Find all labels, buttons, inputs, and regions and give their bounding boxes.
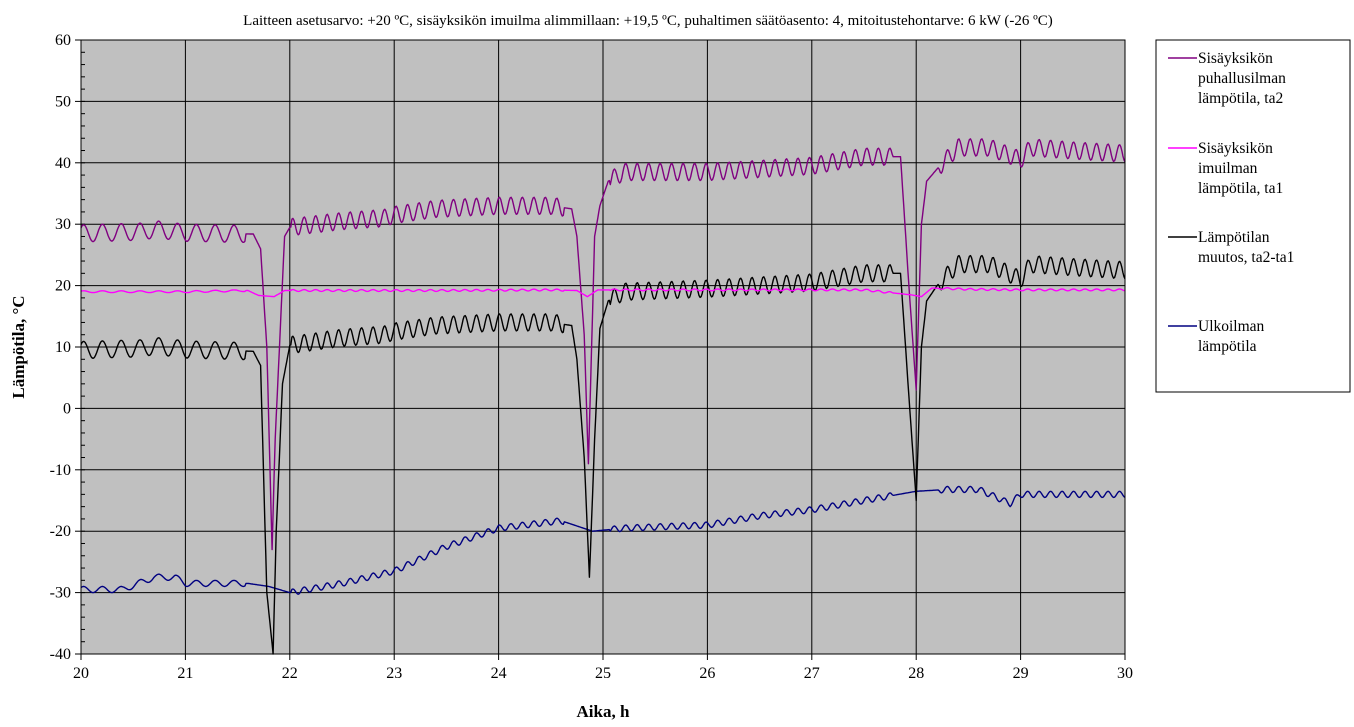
x-tick-label: 20 bbox=[73, 665, 89, 682]
x-tick-label: 22 bbox=[282, 665, 298, 682]
x-axis-label: Aika, h bbox=[577, 702, 630, 721]
y-tick-label: 0 bbox=[63, 400, 71, 417]
chart-title: Laitteen asetusarvo: +20 ºC, sisäyksikön… bbox=[243, 13, 1053, 29]
series-line bbox=[80, 485, 1126, 595]
x-tick-label: 30 bbox=[1117, 665, 1133, 682]
x-tick-label: 24 bbox=[491, 665, 507, 682]
legend-label: puhallusilman bbox=[1198, 70, 1286, 87]
y-tick-label: -40 bbox=[50, 646, 71, 663]
y-tick-label: -30 bbox=[50, 585, 71, 602]
y-tick-label: 50 bbox=[55, 93, 71, 110]
y-tick-label: 20 bbox=[55, 278, 71, 295]
plot-area bbox=[75, 39, 1126, 660]
legend-box bbox=[1155, 39, 1351, 393]
x-tick-label: 29 bbox=[1013, 665, 1029, 682]
legend-label: muutos, ta2-ta1 bbox=[1198, 249, 1294, 266]
x-tick-label: 25 bbox=[595, 665, 611, 682]
minor-ticks bbox=[75, 39, 1126, 660]
y-axis-label: Lämpötila, °C bbox=[9, 295, 28, 398]
legend-label: lämpötila, ta2 bbox=[1198, 90, 1283, 107]
series-layer bbox=[80, 138, 1126, 655]
x-tick-label: 27 bbox=[804, 665, 820, 682]
y-tick-label: 40 bbox=[55, 155, 71, 172]
legend-label: lämpötila, ta1 bbox=[1198, 180, 1283, 197]
series-line bbox=[80, 287, 1126, 298]
legend-label: imuilman bbox=[1198, 160, 1258, 177]
x-tick-label: 26 bbox=[699, 665, 715, 682]
x-tick-label: 28 bbox=[908, 665, 924, 682]
x-tick-label: 21 bbox=[177, 665, 193, 682]
legend: Sisäyksikön puhallusilman lämpötila, ta2 Si… bbox=[1155, 39, 1351, 393]
y-tick-label: 60 bbox=[55, 32, 71, 49]
legend-label: Sisäyksikön bbox=[1198, 50, 1273, 67]
legend-label: Ulkoilman bbox=[1198, 318, 1265, 335]
y-tick-label: 30 bbox=[55, 216, 71, 233]
x-tick-label: 23 bbox=[386, 665, 402, 682]
series-line bbox=[80, 138, 1126, 551]
y-tick-label: 10 bbox=[55, 339, 71, 356]
series-line bbox=[80, 254, 1126, 655]
y-tick-labels: 60 50 40 30 20 10 0 -10 -20 -30 -40 bbox=[50, 32, 71, 663]
y-tick-label: -20 bbox=[50, 523, 71, 540]
x-tick-labels: 20 21 22 23 24 25 26 27 28 29 30 bbox=[73, 665, 1133, 682]
legend-label: Sisäyksikön bbox=[1198, 140, 1273, 157]
legend-label: lämpötila bbox=[1198, 338, 1257, 355]
plot-frame bbox=[80, 39, 1126, 655]
y-tick-label: -10 bbox=[50, 462, 71, 479]
legend-label: Lämpötilan bbox=[1198, 229, 1270, 246]
